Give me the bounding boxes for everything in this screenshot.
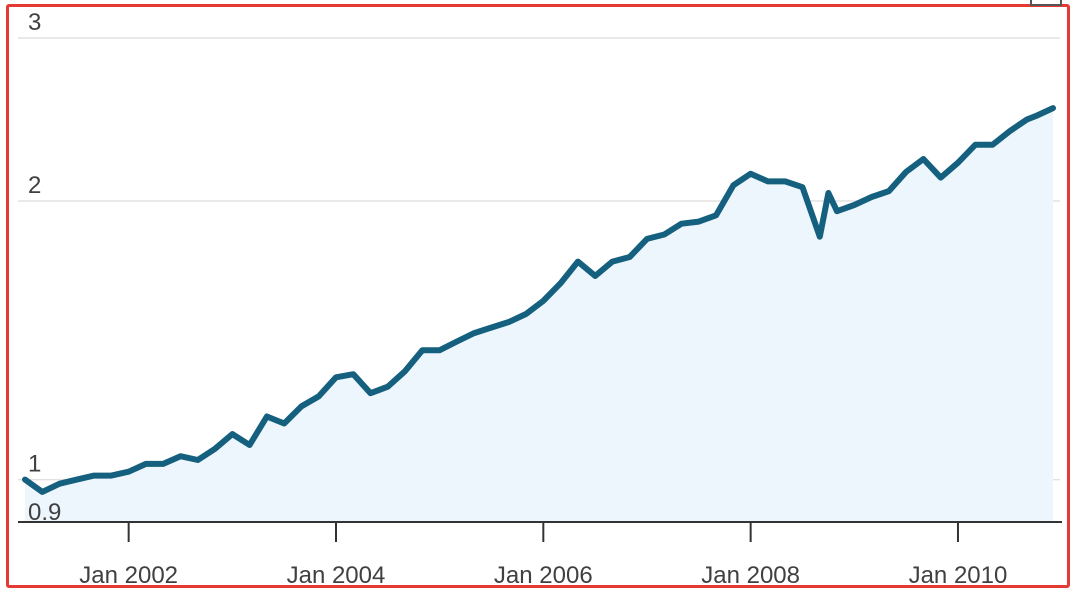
chart-frame (6, 4, 1070, 588)
x-tick-label-2002-01: Jan 2002 (79, 562, 178, 589)
x-tick-label-2004-01: Jan 2004 (287, 562, 386, 589)
y-axis-labels: 3 2 1 0.9 (28, 9, 61, 526)
x-tick-label-2010-01: Jan 2010 (909, 562, 1008, 589)
y-tick-label-1: 1 (28, 451, 41, 478)
y-tick-label-0.9: 0.9 (28, 499, 61, 526)
series-line (22, 105, 1056, 495)
x-tick-label-2008-01: Jan 2008 (701, 562, 800, 589)
y-tick-label-3: 3 (28, 9, 41, 36)
x-tick-label-2006-01: Jan 2006 (494, 562, 593, 589)
y-tick-label-2: 2 (28, 172, 41, 199)
x-axis: Jan 2002 Jan 2004 Jan 2006 Jan 2008 Jan 2010 (18, 521, 1062, 589)
area-fill (25, 108, 1053, 522)
menu-icon[interactable] (1030, 0, 1062, 6)
